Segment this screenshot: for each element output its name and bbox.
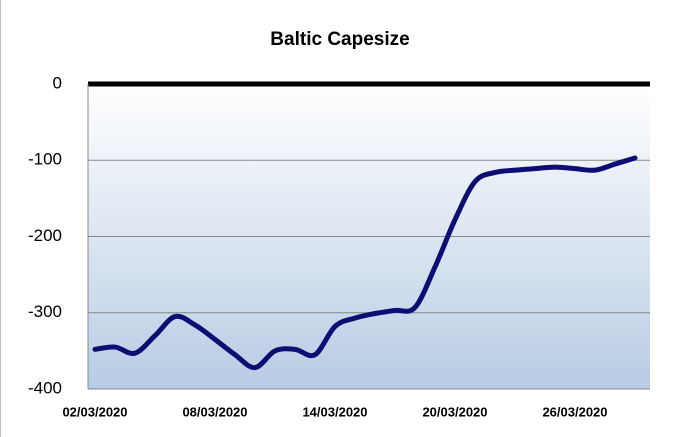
x-tick-label: 02/03/2020: [62, 404, 127, 419]
x-tick-label: 14/03/2020: [302, 404, 367, 419]
x-tick-label: 08/03/2020: [182, 404, 247, 419]
y-tick-label: -400: [28, 378, 62, 397]
y-tick-label: -200: [28, 226, 62, 245]
x-tick-label: 20/03/2020: [422, 404, 487, 419]
y-tick-label: -300: [28, 302, 62, 321]
line-series: [92, 155, 638, 371]
chart-title: Baltic Capesize: [270, 29, 409, 50]
y-tick-label: 0: [53, 73, 62, 92]
y-tick-label: -100: [28, 150, 62, 169]
x-tick-label: 26/03/2020: [542, 404, 607, 419]
